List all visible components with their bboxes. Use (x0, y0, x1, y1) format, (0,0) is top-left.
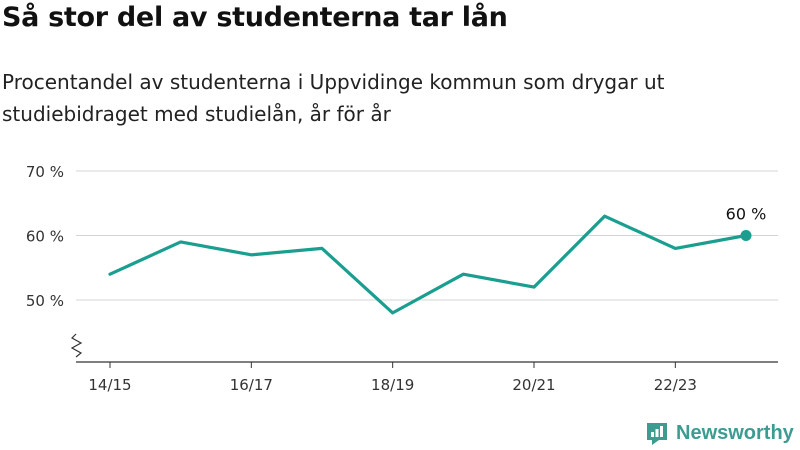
x-tick-label: 16/17 (230, 376, 273, 394)
chart-subtitle: Procentandel av studenterna i Uppvidinge… (2, 70, 665, 126)
last-point-label: 60 % (726, 205, 767, 224)
tick-labels: 50 % 60 % 70 % 14/15 16/17 18/19 20/21 22/23 (26, 163, 697, 394)
x-tick-label: 14/15 (88, 376, 131, 394)
brand: Newsworthy (644, 420, 794, 446)
y-tick-label: 50 % (26, 292, 64, 310)
x-tick-label: 22/23 (654, 376, 697, 394)
chart-title: Så stor del av studenterna tar lån (2, 2, 508, 33)
series-line (108, 214, 748, 315)
x-tick-label: 18/19 (371, 376, 414, 394)
brand-name: Newsworthy (676, 421, 794, 444)
series: 60 % (108, 205, 767, 315)
gridlines (76, 170, 778, 301)
y-tick-label: 60 % (26, 228, 64, 246)
last-point-marker (740, 230, 752, 241)
x-axis (70, 333, 778, 368)
newsworthy-logo-icon (647, 423, 667, 445)
x-tick-label: 20/21 (512, 376, 555, 394)
y-tick-label: 70 % (26, 163, 64, 181)
axis-break-icon (70, 333, 83, 358)
